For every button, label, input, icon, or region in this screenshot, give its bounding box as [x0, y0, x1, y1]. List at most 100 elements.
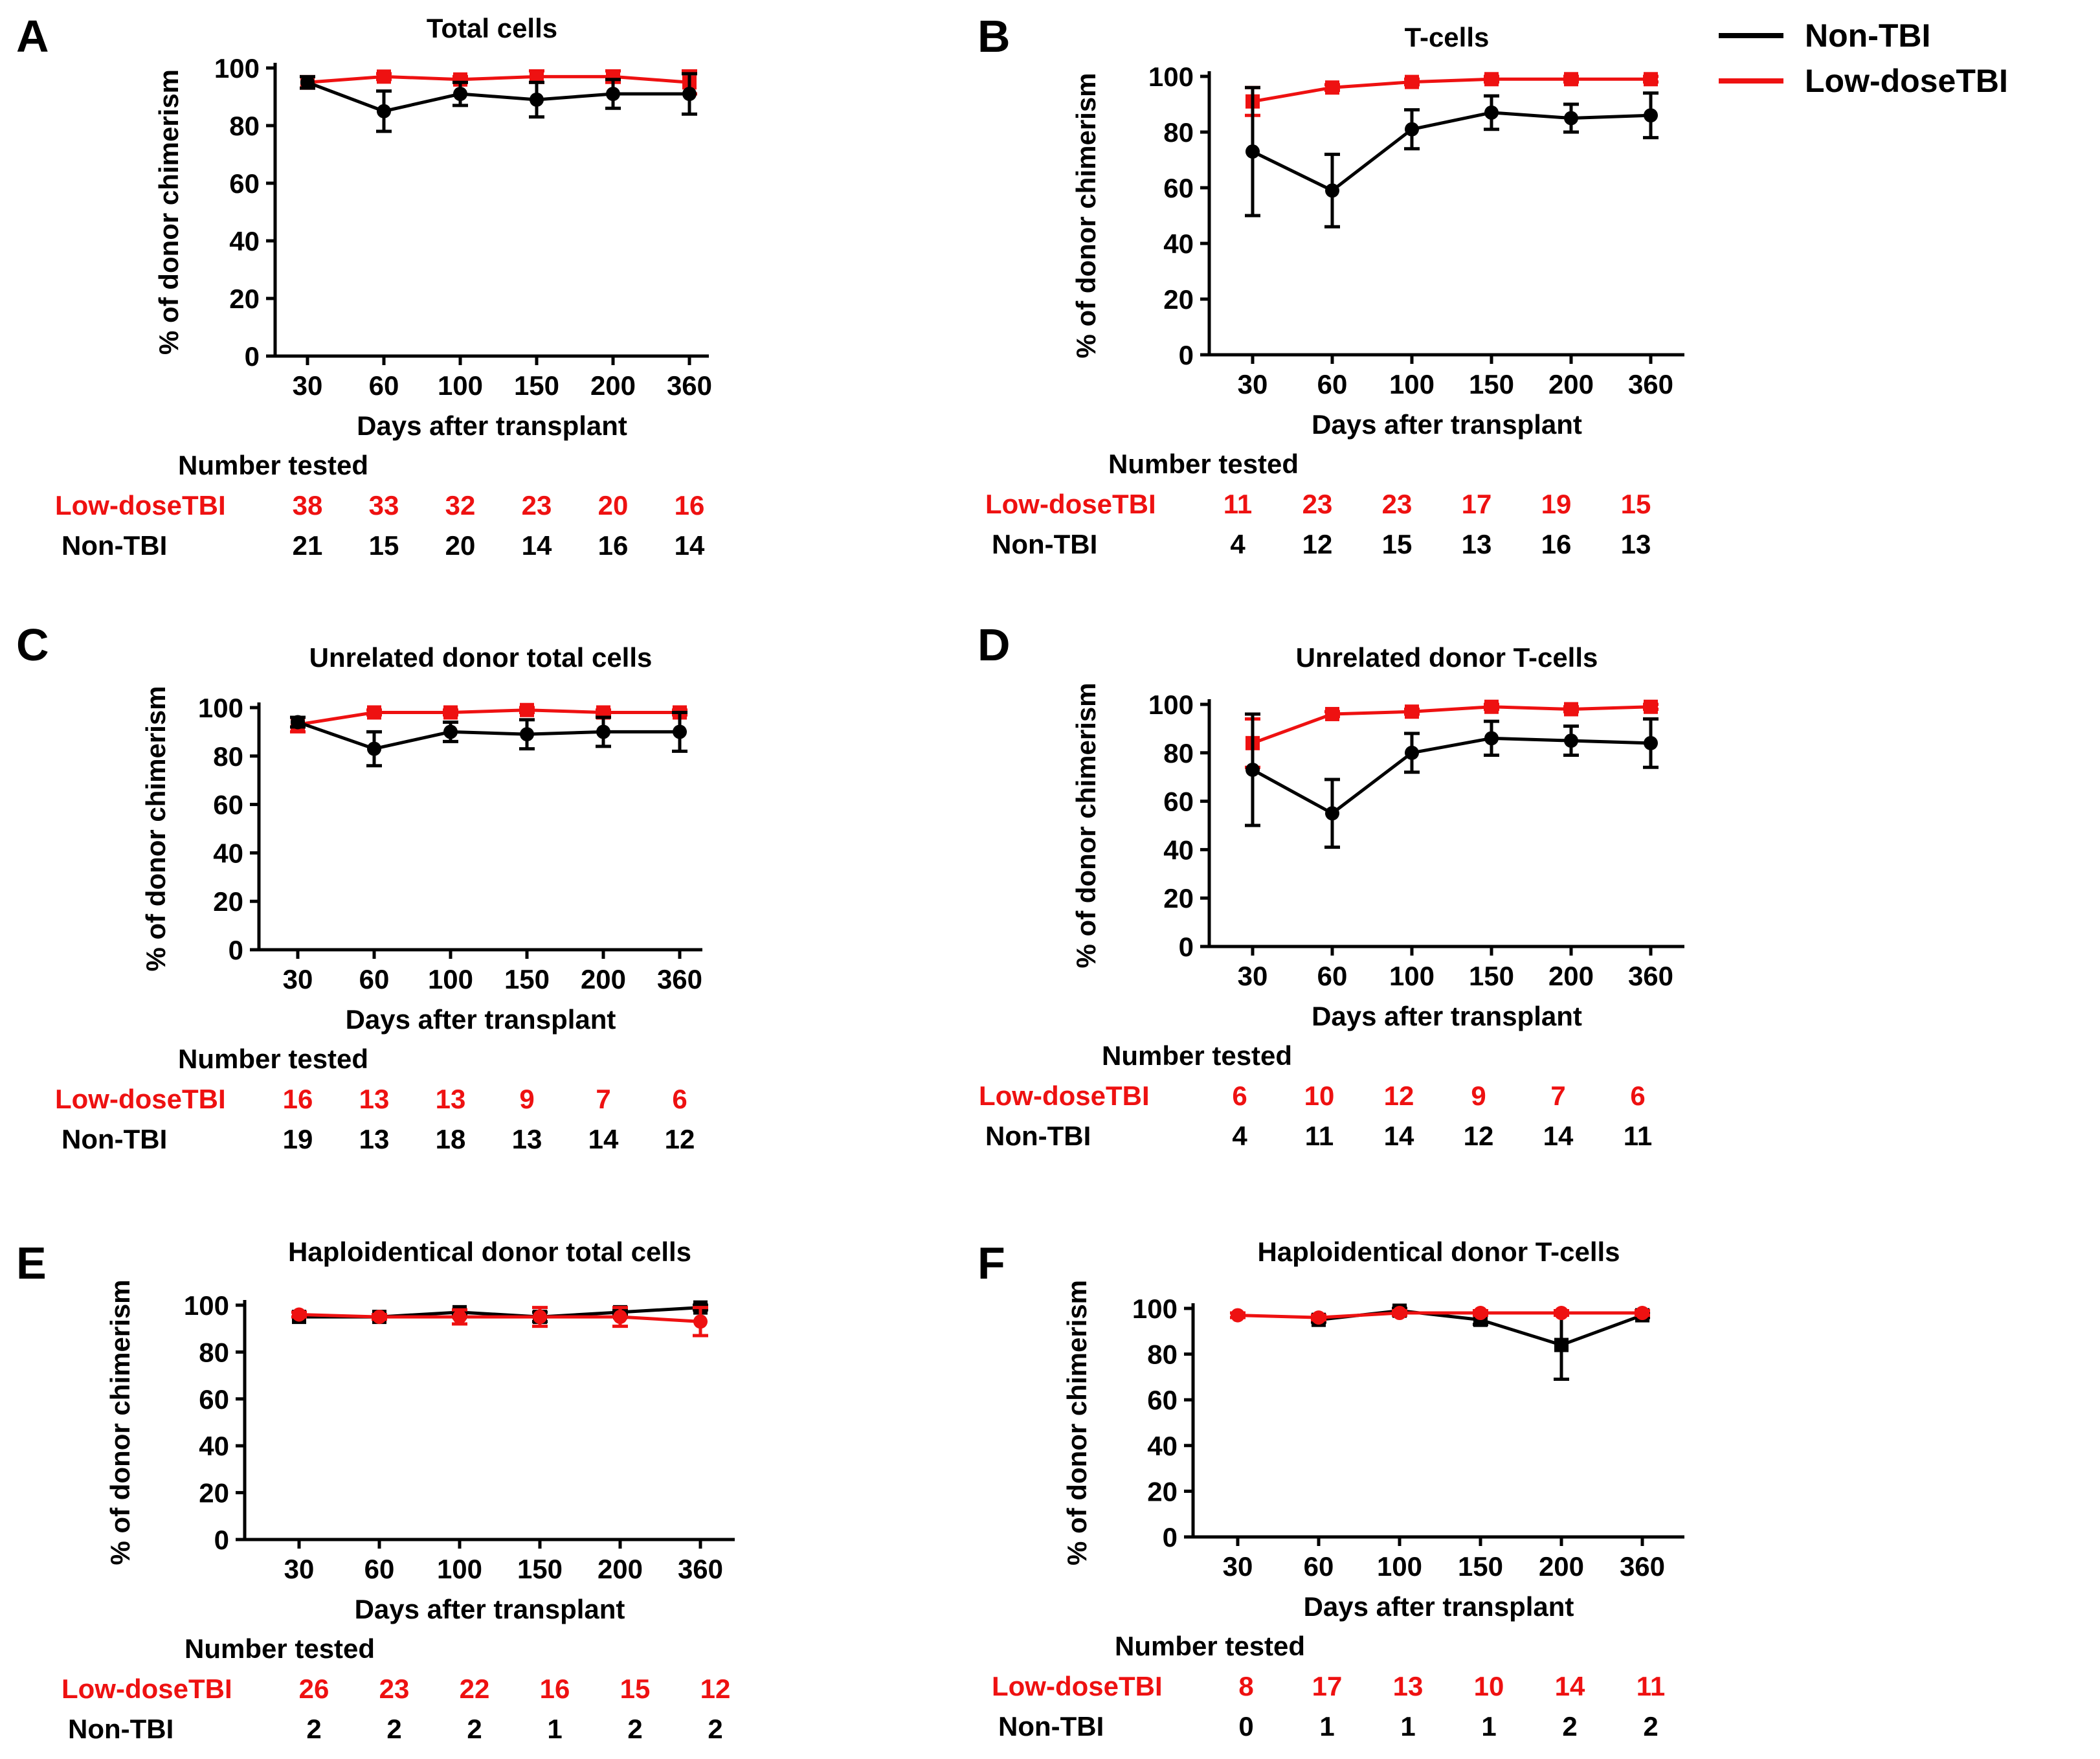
y-tick-label: 80: [1163, 117, 1194, 148]
chart-title: T-cells: [1405, 22, 1490, 52]
panel-f: F Haploidentical donor T-cells02040608010…: [977, 1237, 1684, 1742]
count-non-tbi: 15: [1382, 529, 1413, 559]
data-point: [452, 1310, 467, 1325]
count-non-tbi: 12: [1464, 1121, 1494, 1151]
count-non-tbi: 2: [708, 1714, 722, 1744]
series-line: [1237, 1311, 1642, 1319]
count-non-tbi: 1: [547, 1714, 562, 1744]
x-tick-label: 100: [438, 370, 483, 401]
data-point: [291, 715, 305, 730]
chart-title: Haploidentical donor total cells: [288, 1237, 691, 1267]
series-non-tbi: [290, 710, 687, 768]
data-point: [1392, 1306, 1407, 1321]
number-tested-header: Number tested: [184, 1633, 375, 1664]
x-tick-label: 100: [1377, 1551, 1422, 1582]
data-point: [1564, 72, 1578, 87]
y-tick-label: 80: [1163, 738, 1194, 768]
x-tick-label: 150: [1458, 1551, 1503, 1582]
x-tick-label: 200: [1548, 961, 1594, 991]
x-tick-label: 200: [598, 1554, 643, 1584]
count-non-tbi: 2: [1562, 1711, 1577, 1742]
count-row-label-low-dose: Low-doseTBI: [992, 1671, 1163, 1701]
data-point: [1554, 1306, 1569, 1321]
y-tick-label: 20: [199, 1478, 229, 1508]
y-tick-label: 20: [213, 886, 243, 917]
count-low-dose: 13: [436, 1084, 466, 1114]
count-non-tbi: 0: [1238, 1711, 1253, 1742]
count-non-tbi: 13: [1621, 529, 1651, 559]
data-point: [372, 1310, 386, 1325]
data-point: [1473, 1306, 1488, 1321]
y-axis-label: % of donor chimerism: [1071, 682, 1101, 968]
data-point: [1312, 1310, 1326, 1325]
count-non-tbi: 1: [1319, 1711, 1334, 1742]
count-non-tbi: 14: [588, 1124, 619, 1154]
count-low-dose: 33: [369, 490, 399, 521]
x-tick-label: 360: [1620, 1551, 1665, 1582]
data-point: [673, 724, 687, 739]
count-non-tbi: 1: [1481, 1711, 1496, 1742]
count-row-label-non-tbi: Non-TBI: [985, 1121, 1091, 1151]
data-point: [1405, 122, 1419, 137]
data-point: [377, 104, 391, 118]
series-line: [1252, 77, 1651, 104]
data-point: [443, 705, 458, 720]
series-non-tbi: [300, 72, 697, 133]
count-low-dose: 8: [1238, 1671, 1253, 1701]
y-axis-label: % of donor chimerism: [140, 686, 171, 971]
count-low-dose: 9: [1471, 1081, 1486, 1111]
count-non-tbi: 4: [1230, 529, 1245, 559]
panel-letter: A: [16, 11, 49, 62]
y-tick-label: 60: [213, 790, 243, 820]
x-tick-label: 60: [1317, 369, 1348, 399]
data-point: [1405, 704, 1419, 719]
data-point: [606, 87, 620, 102]
y-tick-label: 100: [198, 693, 243, 723]
data-point: [1644, 735, 1658, 750]
count-row-label-low-dose: Low-doseTBI: [979, 1081, 1150, 1111]
panel-d: D Unrelated donor T-cells 0 20 40 60 80 100 30 60…: [977, 620, 1684, 1151]
count-non-tbi: 14: [522, 530, 552, 561]
data-point: [377, 69, 391, 84]
x-tick-label: 150: [514, 370, 559, 401]
count-non-tbi: 12: [665, 1124, 695, 1154]
count-non-tbi: 2: [467, 1714, 482, 1744]
x-tick-label: 200: [581, 964, 626, 994]
count-non-tbi: 4: [1232, 1121, 1247, 1151]
data-point: [693, 1314, 708, 1329]
series-non-tbi: [292, 1300, 708, 1325]
data-point: [1245, 144, 1260, 159]
data-point: [1325, 80, 1339, 95]
count-low-dose: 12: [1384, 1081, 1414, 1111]
y-tick-label: 40: [1163, 835, 1194, 865]
count-low-dose: 9: [519, 1084, 534, 1114]
count-row-label-non-tbi: Non-TBI: [61, 1124, 167, 1154]
count-non-tbi: 14: [675, 530, 705, 561]
legend-low-dose-label: Low-doseTBI: [1805, 63, 2008, 99]
panel-e: E Haploidentical donor total cells 0 20 40 60…: [16, 1237, 735, 1744]
y-tick-label: 40: [229, 226, 260, 256]
series-non-tbi: [1245, 85, 1659, 229]
legend: Non-TBI Low-doseTBI: [1719, 17, 2008, 99]
y-tick-label: 0: [1179, 932, 1194, 962]
x-tick-label: 60: [359, 964, 390, 994]
count-non-tbi: 12: [1302, 529, 1333, 559]
number-tested-header: Number tested: [1115, 1631, 1305, 1661]
count-non-tbi: 1: [1400, 1711, 1415, 1742]
panel-letter: F: [977, 1238, 1005, 1288]
count-low-dose: 22: [460, 1674, 490, 1704]
count-non-tbi: 19: [283, 1124, 313, 1154]
series-line: [307, 74, 690, 84]
number-tested-header: Number tested: [178, 1044, 368, 1074]
x-tick-label: 60: [364, 1554, 395, 1584]
count-low-dose: 6: [672, 1084, 687, 1114]
y-tick-label: 40: [1147, 1431, 1178, 1461]
series-line: [297, 708, 680, 726]
series-low-dose-tbi: [300, 69, 697, 96]
count-low-dose: 38: [293, 490, 323, 521]
x-tick-label: 150: [517, 1554, 563, 1584]
y-tick-label: 60: [229, 168, 260, 199]
series-non-tbi: [1245, 712, 1659, 849]
count-low-dose: 11: [1636, 1671, 1665, 1701]
